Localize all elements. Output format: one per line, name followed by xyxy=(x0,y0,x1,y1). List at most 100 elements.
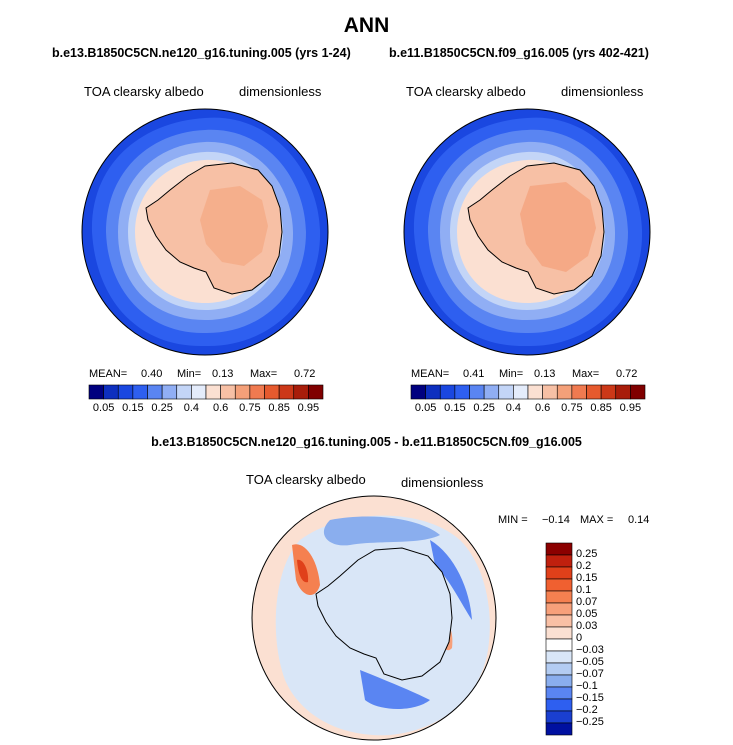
colorbar-swatch xyxy=(615,384,631,400)
colorbar-swatch xyxy=(293,384,309,400)
colorbar-tick-label: 0.03 xyxy=(576,620,598,632)
colorbar-tick-label: 0.2 xyxy=(576,560,592,572)
left-min-label: Min= xyxy=(177,368,202,380)
colorbar-tick-label: 0.05 xyxy=(576,608,598,620)
colorbar-swatch xyxy=(205,384,221,400)
colorbar-tick-label: −0.2 xyxy=(576,704,598,716)
colorbar-swatch xyxy=(513,384,529,400)
diff-min-label: MIN = xyxy=(498,514,528,526)
colorbar-tick-label: 0.6 xyxy=(534,402,551,414)
left-max-label: Max= xyxy=(250,368,278,380)
colorbar-tick-label: −0.05 xyxy=(576,656,604,668)
colorbar-swatch xyxy=(469,384,485,400)
diff-title: b.e13.B1850C5CN.ne120_g16.tuning.005 - b… xyxy=(151,435,582,449)
colorbar-tick-label: 0.05 xyxy=(414,402,437,414)
colorbar-swatch xyxy=(527,384,543,400)
colorbar-swatch xyxy=(191,384,207,400)
colorbar-tick-label: 0.75 xyxy=(239,402,261,414)
colorbar-swatch xyxy=(545,698,573,712)
colorbar-swatch xyxy=(571,384,587,400)
colorbar-tick-label: 0.85 xyxy=(268,402,290,414)
colorbar-swatch xyxy=(88,384,104,400)
diff-units-label: dimensionless xyxy=(401,475,484,490)
colorbar-tick-label: −0.15 xyxy=(576,692,604,704)
left-mean-value: 0.40 xyxy=(141,368,163,380)
colorbar-swatch xyxy=(545,554,573,568)
diff-antarctica xyxy=(315,547,453,681)
colorbar-tick-label: −0.1 xyxy=(576,680,598,692)
left-max-value: 0.72 xyxy=(294,368,316,380)
colorbar-swatch xyxy=(545,590,573,604)
right-min-label: Min= xyxy=(499,368,524,380)
colorbar-swatch xyxy=(103,384,119,400)
colorbar-tick-label: 0.15 xyxy=(122,402,144,414)
colorbar-tick-label: 0.1 xyxy=(576,584,592,596)
colorbar-swatch xyxy=(234,384,251,400)
colorbar-swatch xyxy=(220,384,236,400)
colorbar-swatch xyxy=(498,384,514,400)
colorbar-swatch xyxy=(556,384,573,400)
colorbar-tick-label: 0.15 xyxy=(576,572,598,584)
right-colorbar xyxy=(410,384,646,400)
colorbar-swatch xyxy=(278,384,295,400)
colorbar-swatch xyxy=(545,722,573,736)
colorbar-swatch xyxy=(600,384,617,400)
colorbar-tick-label: 0.75 xyxy=(561,402,583,414)
right-mean-value: 0.41 xyxy=(463,368,485,380)
left-variable-label: TOA clearsky albedo xyxy=(84,84,204,99)
colorbar-swatch xyxy=(545,578,573,592)
colorbar-swatch xyxy=(545,674,573,688)
colorbar-tick-label: 0.6 xyxy=(212,402,229,414)
right-mean-label: MEAN= xyxy=(411,368,450,380)
right-units-label: dimensionless xyxy=(561,84,644,99)
diff-min-value: −0.14 xyxy=(542,514,570,526)
colorbar-swatch xyxy=(545,566,573,580)
colorbar-tick-label: 0.15 xyxy=(444,402,466,414)
colorbar-tick-label: 0 xyxy=(576,632,583,644)
colorbar-swatch xyxy=(586,384,602,400)
colorbar-tick-label: 0.25 xyxy=(151,402,173,414)
colorbar-swatch xyxy=(161,384,178,400)
colorbar-swatch xyxy=(176,384,192,400)
colorbar-tick-label: 0.07 xyxy=(576,596,598,608)
colorbar-swatch xyxy=(545,662,573,676)
left-map xyxy=(82,109,328,355)
colorbar-swatch xyxy=(483,384,500,400)
colorbar-swatch xyxy=(117,384,134,400)
colorbar-swatch xyxy=(545,650,573,664)
colorbar-swatch xyxy=(630,384,646,400)
colorbar-swatch xyxy=(545,614,573,628)
colorbar-tick-label: 0.4 xyxy=(505,402,522,414)
colorbar-tick-label: 0.25 xyxy=(473,402,495,414)
colorbar-tick-label: 0.25 xyxy=(576,548,598,560)
colorbar-swatch xyxy=(439,384,456,400)
colorbar-swatch xyxy=(425,384,441,400)
right-variable-label: TOA clearsky albedo xyxy=(406,84,526,99)
colorbar-tick-label: −0.03 xyxy=(576,644,604,656)
colorbar-swatch xyxy=(264,384,280,400)
colorbar-tick-label: 0.95 xyxy=(297,402,320,414)
colorbar-swatch xyxy=(545,686,573,700)
colorbar-tick-label: 0.95 xyxy=(619,402,642,414)
colorbar-swatch xyxy=(410,384,426,400)
main-title: ANN xyxy=(343,14,390,37)
left-mean-label: MEAN= xyxy=(89,368,128,380)
colorbar-swatch xyxy=(545,542,573,556)
colorbar-swatch xyxy=(542,384,558,400)
left-min-value: 0.13 xyxy=(212,368,234,380)
colorbar-tick-label: 0.85 xyxy=(590,402,612,414)
colorbar-swatch xyxy=(308,384,324,400)
colorbar-swatch xyxy=(132,384,148,400)
colorbar-tick-label: 0.05 xyxy=(92,402,115,414)
colorbar-swatch xyxy=(249,384,265,400)
colorbar-swatch xyxy=(454,384,470,400)
case1-title: b.e13.B1850C5CN.ne120_g16.tuning.005 (yr… xyxy=(52,46,351,60)
left-units-label: dimensionless xyxy=(239,84,322,99)
colorbar-swatch xyxy=(147,384,163,400)
colorbar-swatch xyxy=(545,626,573,640)
right-max-value: 0.72 xyxy=(616,368,638,380)
diff-max-label: MAX = xyxy=(580,514,614,526)
diff-variable-label: TOA clearsky albedo xyxy=(246,472,366,487)
colorbar-tick-label: 0.4 xyxy=(183,402,200,414)
